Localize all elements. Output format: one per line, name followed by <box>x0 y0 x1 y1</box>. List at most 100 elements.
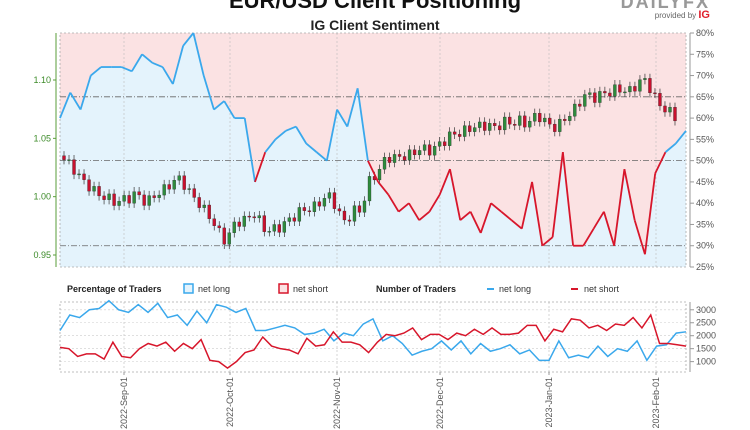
chart-subtitle: IG Client Sentiment <box>310 17 440 33</box>
candle <box>478 121 482 128</box>
candle <box>287 217 292 222</box>
legend-num-label: Number of Traders <box>376 284 456 294</box>
long-region <box>60 33 686 267</box>
candle <box>553 123 557 132</box>
candle <box>628 86 632 93</box>
candle <box>282 221 287 233</box>
candle <box>573 103 577 117</box>
candle <box>167 184 171 190</box>
candle <box>317 201 322 207</box>
candle <box>297 207 302 222</box>
legend-short-swatch <box>278 283 289 294</box>
left-tick-label: 1.10 <box>33 75 51 85</box>
candle <box>212 218 216 226</box>
pct-net-long-segment <box>274 130 287 141</box>
pct-net-long-segment <box>161 66 174 85</box>
candle <box>533 113 537 122</box>
candle <box>197 197 201 208</box>
candle <box>292 217 297 222</box>
x-tick-label: 2023-Feb-01 <box>651 377 661 429</box>
candle <box>67 159 71 161</box>
x-tick-label: 2022-Nov-01 <box>332 377 342 429</box>
pct-net-long-segment <box>551 152 564 238</box>
candle <box>437 141 442 147</box>
candle <box>473 127 477 132</box>
candle <box>267 231 271 233</box>
left-tick-label: 1.05 <box>33 133 51 143</box>
candle <box>222 227 226 245</box>
candle <box>112 193 116 206</box>
candle <box>668 107 672 113</box>
pct-net-long-segment <box>152 61 163 68</box>
right-tick-label: 25% <box>696 262 714 272</box>
candle <box>362 200 367 213</box>
candle <box>463 125 467 137</box>
series-net-long <box>59 299 687 362</box>
candle <box>392 154 397 163</box>
candle <box>232 221 236 233</box>
candle <box>563 118 567 121</box>
candle <box>82 173 86 180</box>
candle <box>92 186 96 192</box>
candle <box>613 84 617 97</box>
candle <box>147 195 151 206</box>
candle <box>588 92 592 95</box>
pct-net-long-segment <box>285 125 297 132</box>
pct-net-long-segment <box>613 169 626 246</box>
dailyfx-logo: DAILYFX <box>620 0 710 12</box>
y-tick-label: 1500 <box>696 344 716 354</box>
right-tick-label: 45% <box>696 177 714 187</box>
candle <box>227 232 231 245</box>
candle <box>157 194 161 198</box>
pct-net-long-segment <box>141 53 153 64</box>
right-tick-label: 35% <box>696 219 714 229</box>
pct-net-long-segment <box>603 211 616 246</box>
candle <box>598 91 602 103</box>
candle <box>653 92 657 95</box>
right-tick-label: 80% <box>696 28 714 38</box>
legend-num-long: net long <box>499 284 531 294</box>
candle <box>387 157 392 163</box>
pct-net-long-segment <box>469 211 482 234</box>
candle <box>658 93 662 107</box>
candle <box>377 169 382 181</box>
provided-by: provided by IG <box>655 9 710 21</box>
candle <box>342 210 347 221</box>
candle <box>397 154 402 157</box>
candle <box>307 210 312 212</box>
candle <box>142 194 146 206</box>
right-tick-label: 60% <box>696 113 714 123</box>
candle <box>62 155 66 160</box>
traders-chart: 1000 1500 2000 2500 3000 2022-Sep-01 2022-Oct-… <box>59 299 716 429</box>
pct-net-long-segment <box>520 181 533 229</box>
candle <box>97 186 101 197</box>
candle <box>548 117 552 125</box>
pct-net-long-segment <box>438 168 451 196</box>
pct-net-long-segment <box>418 210 431 221</box>
candle <box>457 134 462 137</box>
candle <box>242 215 246 227</box>
candle <box>322 198 327 207</box>
candle <box>182 175 186 190</box>
candle <box>447 131 452 146</box>
candle <box>593 92 597 103</box>
plot-frame <box>59 32 687 268</box>
pct-net-long-segment <box>213 100 225 111</box>
candle <box>357 205 362 213</box>
pct-net-long-segment <box>561 152 575 246</box>
candle <box>402 156 407 161</box>
candle <box>543 117 547 123</box>
right-tick-label: 55% <box>696 134 714 144</box>
pct-net-long-segment <box>336 109 349 128</box>
pct-net-long-segment <box>428 194 441 213</box>
candle <box>493 123 497 126</box>
candle <box>442 141 447 146</box>
candle <box>422 144 427 151</box>
candle <box>538 113 542 123</box>
candle <box>603 91 607 94</box>
candle <box>382 157 387 170</box>
pct-net-long-segment <box>367 160 379 183</box>
candle <box>347 219 352 222</box>
pct-net-long-segment <box>79 75 92 110</box>
